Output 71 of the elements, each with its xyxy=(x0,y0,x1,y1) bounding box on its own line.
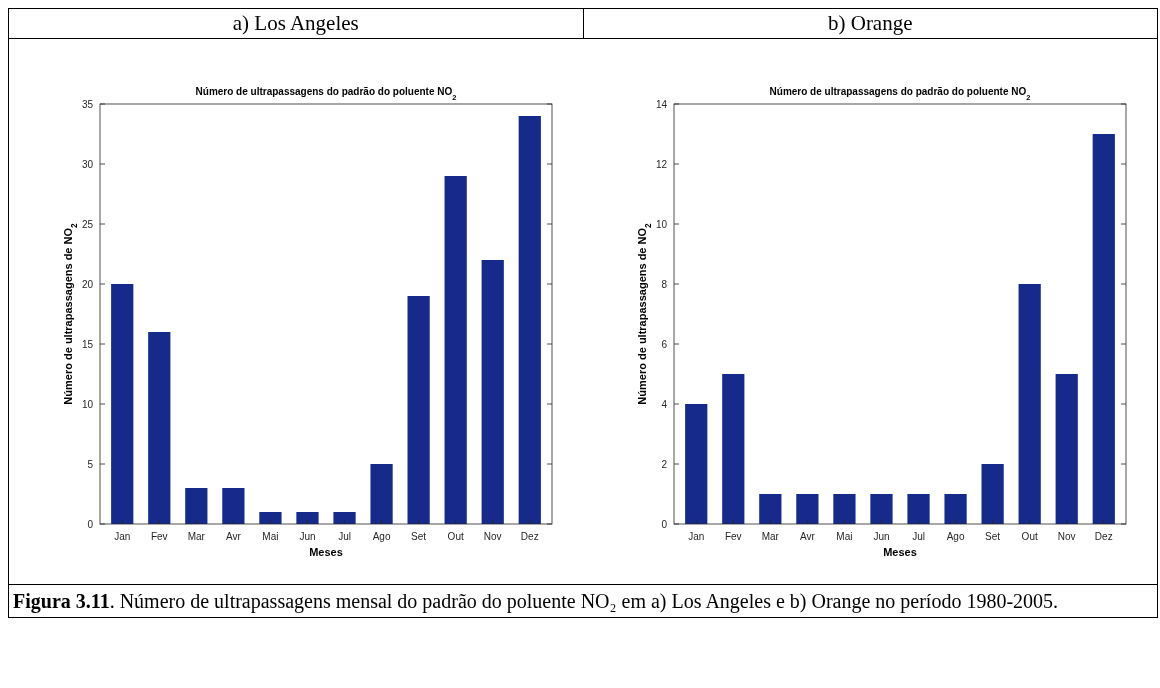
y-tick-label: 5 xyxy=(87,458,94,470)
bar xyxy=(944,494,967,524)
x-tick-label: Jun xyxy=(873,531,890,542)
x-tick-label: Set xyxy=(985,531,1001,542)
x-tick-label: Mar xyxy=(187,531,206,542)
bar xyxy=(685,404,708,524)
x-tick-label: Ago xyxy=(372,531,391,542)
bar xyxy=(907,494,930,524)
y-tick-label: 2 xyxy=(661,458,668,470)
x-tick-label: Out xyxy=(1021,531,1038,542)
y-tick-label: 10 xyxy=(655,218,668,230)
bar xyxy=(1018,284,1041,524)
bar xyxy=(722,374,745,524)
y-tick-label: 0 xyxy=(87,518,94,530)
x-tick-label: Fev xyxy=(150,531,168,542)
x-tick-label: Jan xyxy=(114,531,131,542)
chart-subtitle: b) Orange xyxy=(827,11,913,35)
y-tick-label: 10 xyxy=(81,398,94,410)
text: Figura 3.11. Número de ultrapassagens mensal do padrão do poluente NO₂ em a) Los Angeles e b) Orange no período 1980-2005. xyxy=(12,589,1060,615)
x-tick-label: Avr xyxy=(799,531,816,542)
bar xyxy=(296,512,319,524)
chart-title: Número de ultrapassagens do padrão do poluente NO$_{2}$ xyxy=(195,86,457,102)
bar xyxy=(481,260,504,524)
x-tick-label: Jul xyxy=(912,531,925,542)
x-tick-label: Jan xyxy=(688,531,705,542)
x-tick-label: Jun xyxy=(299,531,316,542)
bar xyxy=(981,464,1004,524)
bar xyxy=(833,494,856,524)
bar xyxy=(444,176,467,524)
y-tick-label: 14 xyxy=(655,98,668,110)
bar xyxy=(148,332,171,524)
x-tick-label: Mar xyxy=(761,531,780,542)
bar xyxy=(259,512,282,524)
bar xyxy=(185,488,208,524)
bar xyxy=(518,116,541,524)
x-tick-label: Dez xyxy=(520,531,539,542)
bar xyxy=(759,494,782,524)
bar xyxy=(333,512,356,524)
x-tick-label: Jul xyxy=(338,531,351,542)
y-tick-label: 20 xyxy=(81,278,94,290)
x-axis-title: Meses xyxy=(883,546,917,558)
y-tick-label: 6 xyxy=(661,338,668,350)
y-tick-label: 25 xyxy=(81,218,94,230)
bar xyxy=(222,488,245,524)
x-tick-label: Nov xyxy=(1057,531,1076,542)
x-tick-label: Avr xyxy=(225,531,242,542)
x-tick-label: Mai xyxy=(262,531,279,542)
y-tick-label: 4 xyxy=(661,398,668,410)
bar xyxy=(1092,134,1115,524)
chart-title: Número de ultrapassagens do padrão do poluente NO$_{2}$ xyxy=(769,86,1031,102)
bar xyxy=(1055,374,1078,524)
y-tick-label: 0 xyxy=(661,518,668,530)
y-tick-label: 8 xyxy=(661,278,668,290)
x-tick-label: Mai xyxy=(836,531,853,542)
y-tick-label: 35 xyxy=(81,98,94,110)
bar xyxy=(111,284,134,524)
x-tick-label: Dez xyxy=(1094,531,1113,542)
x-tick-label: Set xyxy=(411,531,427,542)
bar xyxy=(370,464,393,524)
bar xyxy=(796,494,819,524)
x-tick-label: Nov xyxy=(483,531,502,542)
x-axis-title: Meses xyxy=(309,546,343,558)
x-tick-label: Out xyxy=(447,531,464,542)
y-tick-label: 30 xyxy=(81,158,94,170)
y-tick-label: 15 xyxy=(81,338,94,350)
chart-subtitle: a) Los Angeles xyxy=(232,11,359,35)
x-tick-label: Ago xyxy=(946,531,965,542)
bar xyxy=(870,494,893,524)
bar xyxy=(407,296,430,524)
x-tick-label: Fev xyxy=(724,531,742,542)
y-tick-label: 12 xyxy=(655,158,668,170)
